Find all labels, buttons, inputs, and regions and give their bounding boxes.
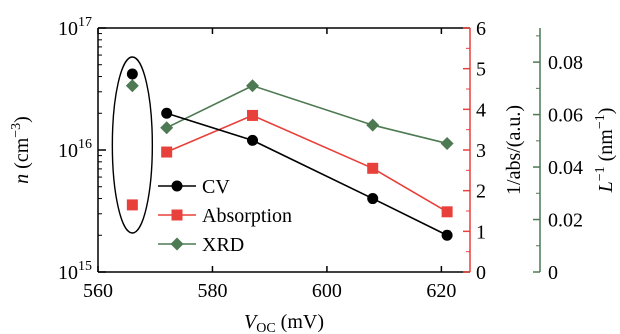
y-left-tick-label: 1015	[58, 259, 92, 284]
x-axis-title: VOC (mV)	[244, 311, 324, 334]
x-tick-label: 620	[426, 280, 456, 302]
y-right2-tick-label: 0	[548, 262, 558, 284]
y-right2-tick-label: 0.08	[548, 52, 583, 74]
point-cv	[247, 134, 259, 146]
y-axis-right-xrd: 0 0.02 0.04 0.06 0.08 L−1 (nm−1)	[533, 28, 617, 284]
point-xrd	[440, 136, 454, 150]
y-right2-axis-title: L−1 (nm−1)	[593, 108, 617, 194]
y-right2-tick-label: 0.02	[548, 210, 583, 232]
annotation-ellipse	[111, 56, 154, 234]
y-axis-left: 1015 1016 1017 n (cm−3)	[9, 15, 106, 284]
y-right2-tick-label: 0.06	[548, 105, 583, 127]
legend: CV Absorption XRD	[158, 176, 292, 256]
y-right1-tick-label: 4	[476, 99, 486, 121]
y-axis-right-absorption: 0 1 2 3 4 5 6 1/abs/(a.u.)	[463, 18, 525, 284]
y-right1-tick-label: 0	[476, 262, 486, 284]
y-left-axis-title: n (cm−3)	[9, 116, 33, 184]
y-right1-tick-label: 5	[476, 59, 486, 81]
point-absorption	[126, 199, 138, 211]
legend-label-xrd: XRD	[202, 234, 244, 256]
point-xrd	[160, 121, 174, 135]
x-axis: 560 580 600 620 VOC (mV)	[83, 28, 456, 334]
series-line-cv	[166, 112, 448, 236]
legend-label-cv: CV	[202, 176, 230, 198]
series-group	[111, 56, 454, 241]
y-right1-axis-title: 1/abs/(a.u.)	[503, 105, 525, 195]
point-cv	[161, 107, 173, 119]
legend-label-absorption: Absorption	[202, 205, 292, 227]
y-right2-tick-label: 0.04	[548, 157, 583, 179]
legend-marker-absorption	[171, 209, 183, 221]
y-right1-tick-label: 2	[476, 181, 486, 203]
point-absorption	[441, 206, 453, 218]
legend-marker-xrd	[170, 237, 184, 251]
point-xrd	[125, 79, 139, 93]
y-right1-tick-label: 6	[476, 18, 486, 40]
point-xrd	[366, 118, 380, 132]
point-absorption	[367, 162, 379, 174]
y-right1-tick-label: 3	[476, 140, 486, 162]
point-cv	[441, 229, 453, 241]
point-absorption	[161, 146, 173, 158]
plot-area	[98, 27, 470, 273]
y-left-tick-label: 1016	[58, 137, 92, 162]
legend-marker-cv	[171, 180, 183, 192]
series-line-xrd	[166, 84, 448, 145]
point-cv	[126, 68, 138, 80]
point-cv	[367, 193, 379, 205]
y-left-tick-label: 1017	[58, 15, 92, 40]
series-line-absorption	[166, 114, 448, 213]
x-tick-label: 600	[312, 280, 342, 302]
x-tick-label: 560	[83, 280, 113, 302]
point-xrd	[246, 79, 260, 93]
point-absorption	[247, 109, 259, 121]
y-right1-tick-label: 1	[476, 221, 486, 243]
x-tick-label: 580	[197, 280, 227, 302]
